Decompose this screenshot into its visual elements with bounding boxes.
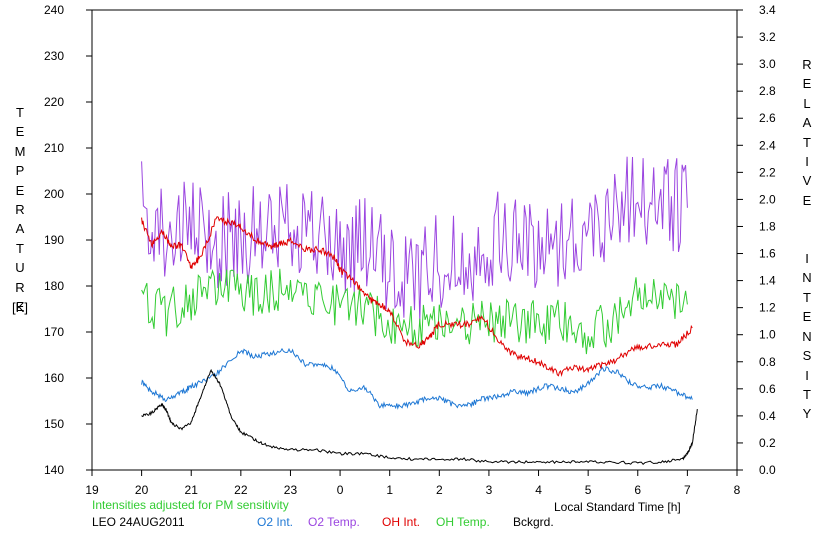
y-right-tick-label: 1.4	[759, 274, 776, 288]
x-tick-label: 20	[135, 483, 149, 497]
series-line-bckgrd	[141, 368, 698, 466]
axis-label-letter: E	[15, 182, 25, 198]
y-left-tick-label: 200	[44, 187, 64, 201]
y-axis-left-unit: [K]	[12, 300, 28, 315]
axis-label-letter: E	[802, 309, 812, 325]
y-left-tick-label: 210	[44, 141, 64, 155]
series-line-o2-int	[141, 347, 693, 410]
y-right-tick-label: 0.0	[759, 463, 776, 477]
axis-label-letter	[797, 230, 817, 249]
axis-label-letter: T	[803, 386, 811, 402]
axis-label-letter: A	[15, 221, 25, 237]
x-tick-label: 2	[436, 483, 443, 497]
axis-label-letter: P	[15, 163, 25, 179]
x-tick-label: 1	[386, 483, 393, 497]
x-tick-label: 8	[734, 483, 741, 497]
y-right-tick-label: 2.8	[759, 84, 776, 98]
x-tick-label: 3	[486, 483, 493, 497]
x-tick-label: 22	[234, 483, 248, 497]
axis-label-letter	[797, 210, 817, 229]
legend-oh-temp: OH Temp.	[436, 515, 490, 529]
axis-label-letter: T	[803, 134, 811, 150]
axis-label-letter: I	[805, 367, 809, 383]
x-tick-label: 6	[634, 483, 641, 497]
axis-label-letter: I	[805, 154, 809, 170]
x-tick-label: 21	[185, 483, 199, 497]
y-left-tick-label: 230	[44, 49, 64, 63]
y-right-tick-label: 3.4	[759, 3, 776, 17]
y-left-tick-label: 170	[44, 325, 64, 339]
x-tick-label: 19	[85, 483, 99, 497]
y-left-tick-label: 190	[44, 233, 64, 247]
y-right-tick-label: 1.0	[759, 328, 776, 342]
station-label: LEO 24AUG2011	[92, 515, 185, 529]
axis-label-letter: A	[802, 115, 812, 131]
axis-label-letter: T	[16, 105, 24, 120]
x-tick-label: 4	[535, 483, 542, 497]
x-tick-label: 0	[337, 483, 344, 497]
axis-label-letter: Y	[802, 406, 812, 422]
x-tick-label: 5	[585, 483, 592, 497]
y-left-tick-label: 150	[44, 417, 64, 431]
y-left-tick-label: 180	[44, 279, 64, 293]
axis-label-letter: N	[802, 270, 812, 286]
y-right-tick-label: 0.6	[759, 382, 776, 396]
axis-label-letter: E	[15, 299, 25, 315]
y-right-tick-label: 2.6	[759, 111, 776, 125]
y-right-tick-label: 1.6	[759, 247, 776, 261]
axis-label-letter: N	[802, 328, 812, 344]
legend-bckgrd: Bckgrd.	[513, 515, 554, 529]
axis-label-letter: T	[803, 289, 811, 305]
legend-o2-temp: O2 Temp.	[308, 515, 360, 529]
y-left-tick-label: 240	[44, 3, 64, 17]
y-right-tick-label: 1.2	[759, 301, 776, 315]
y-right-tick-label: 2.4	[759, 138, 776, 152]
legend-o2-int: O2 Int.	[257, 515, 294, 529]
y-right-tick-label: 2.2	[759, 165, 776, 179]
y-right-tick-label: 2.0	[759, 192, 776, 206]
axis-label-letter: R	[15, 202, 25, 218]
axis-label-letter: E	[802, 76, 812, 92]
sensitivity-note: Intensities adjusted for PM sensitivity	[92, 498, 289, 512]
y-right-tick-label: 1.8	[759, 219, 776, 233]
series-line-oh-int	[141, 216, 693, 377]
y-right-tick-label: 3.2	[759, 30, 776, 44]
legend-oh-int: OH Int.	[382, 515, 421, 529]
y-left-tick-label: 220	[44, 95, 64, 109]
axis-label-letter: R	[802, 57, 812, 72]
series-line-oh-temp	[141, 268, 688, 355]
y-left-tick-label: 160	[44, 371, 64, 385]
y-right-tick-label: 0.8	[759, 355, 776, 369]
axis-label-letter: E	[802, 192, 812, 208]
axis-label-letter: S	[802, 348, 812, 364]
x-axis-label: Local Standard Time [h]	[554, 500, 681, 514]
axis-label-letter: E	[15, 124, 25, 140]
axis-label-letter: V	[802, 173, 812, 189]
y-right-tick-label: 3.0	[759, 57, 776, 71]
axis-label-letter: T	[16, 240, 24, 256]
axis-label-letter: M	[14, 143, 26, 159]
y-right-tick-label: 0.4	[759, 409, 776, 423]
x-tick-label: 23	[284, 483, 298, 497]
y-left-tick-label: 140	[44, 463, 64, 477]
axis-label-letter: R	[15, 279, 25, 295]
y-right-tick-label: 0.2	[759, 436, 776, 450]
axis-label-letter: L	[803, 95, 811, 111]
series-line-o2-temp	[141, 156, 688, 323]
axis-label-letter: U	[15, 260, 25, 276]
axis-label-letter: I	[805, 251, 809, 267]
x-tick-label: 7	[684, 483, 691, 497]
plot-frame	[91, 9, 738, 471]
